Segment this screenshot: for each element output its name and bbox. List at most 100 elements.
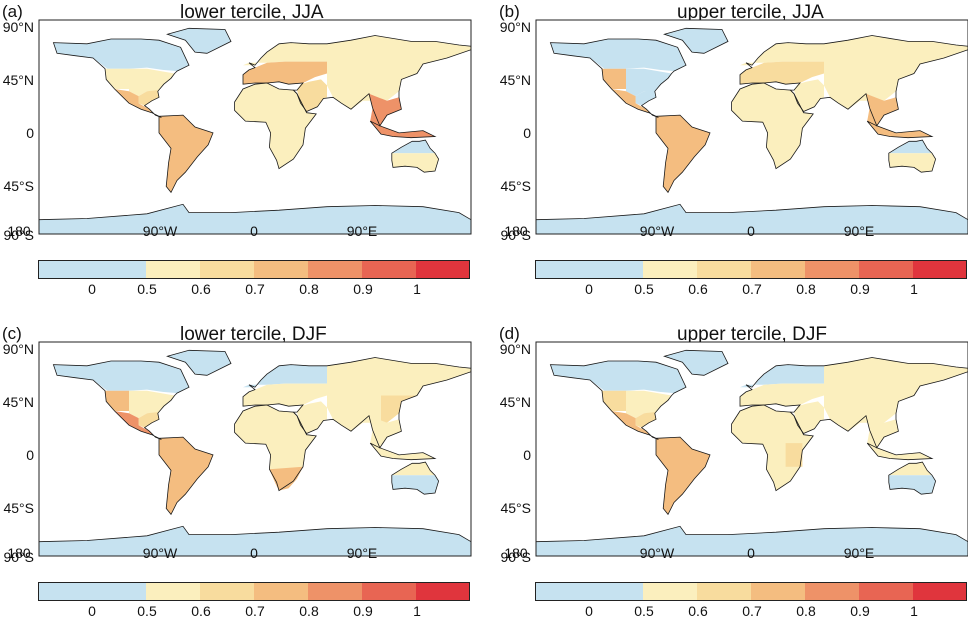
lat-tick-label: 45°N [2, 72, 34, 88]
region-nam_s [138, 412, 159, 428]
region-greenland [664, 350, 728, 376]
region-aus_n [888, 462, 932, 476]
coastline [242, 357, 472, 449]
lon-tick-label: 180 [7, 223, 31, 239]
map-frame [535, 341, 968, 557]
colorbar-bin [416, 260, 470, 279]
region-antarctica [536, 526, 968, 556]
lat-tick-label: 0 [26, 125, 34, 141]
region-asia_n [824, 35, 968, 110]
region-africa_s [269, 466, 303, 491]
lon-tick-label: 90°W [142, 545, 178, 561]
region-nam_w [105, 68, 129, 89]
map-panel: (c) lower tercile, DJF 90°N 45°N 0 45°S 90°S… [0, 322, 484, 633]
region-antarctica [39, 204, 471, 234]
region-aus_n [888, 140, 932, 154]
coastline [52, 360, 190, 440]
colorbar-bin [200, 582, 254, 601]
world-map [38, 341, 472, 557]
colorbar-bin [751, 260, 805, 279]
colorbar-tick-label: 0.6 [688, 603, 708, 619]
region-africa [731, 83, 814, 169]
lon-tick-label: 90°W [639, 545, 675, 561]
region-aus_s [391, 153, 439, 173]
region-seasia [866, 415, 932, 460]
colorbar-bin [751, 582, 805, 601]
colorbar-tick-label: 0.6 [191, 281, 211, 297]
lon-tick-label: 90°W [639, 223, 675, 239]
coastline [535, 525, 968, 557]
region-nam_c [626, 68, 644, 97]
region-eur_s [740, 383, 824, 407]
coastline [234, 82, 317, 170]
colorbar-tick-label: 0.8 [299, 281, 319, 297]
colorbar-bin [697, 260, 751, 279]
lat-tick-label: 0 [26, 447, 34, 463]
lon-tick-label: 180 [504, 545, 528, 561]
region-nam_n [53, 361, 190, 394]
colorbar-tick-label: 0.8 [299, 603, 319, 619]
colorbar-tick-label: 0.9 [353, 281, 373, 297]
map-frame [38, 341, 472, 557]
coastline [655, 436, 711, 516]
coastline [549, 38, 687, 118]
lon-tick-label: 0 [250, 223, 258, 239]
colorbar-tick-label: 0.5 [634, 603, 654, 619]
map-panel: (b) upper tercile, JJA 90°N 45°N 0 45°S 90°S… [497, 0, 968, 311]
coastline [866, 120, 934, 139]
coastline [369, 442, 437, 461]
colorbar-bin [805, 582, 859, 601]
colorbar-bin [38, 582, 146, 601]
region-nam_s [635, 412, 656, 428]
colorbar-frame [38, 260, 470, 279]
colorbar-bin [859, 260, 913, 279]
colorbar-tick-label: 1 [413, 603, 421, 619]
region-cam [611, 89, 659, 118]
panel-title: lower tercile, DJF [180, 324, 327, 345]
region-africa [234, 83, 317, 169]
lat-tick-label: 90°S [500, 227, 531, 243]
lat-tick-label: 90°N [499, 19, 531, 35]
coastline [549, 360, 687, 440]
coastline [888, 461, 937, 495]
region-nam_c [626, 390, 644, 419]
colorbar-tick-label: 0 [585, 603, 593, 619]
lat-tick-label: 45°S [500, 500, 531, 516]
colorbar-tick-label: 0.7 [742, 603, 762, 619]
region-nam_s [138, 90, 159, 106]
lon-tick-label: 180 [7, 545, 31, 561]
colorbar-bin [38, 260, 146, 279]
lon-tick-label: 90°E [346, 223, 378, 239]
region-africa [731, 405, 814, 491]
coastline [866, 442, 934, 461]
coastline [158, 436, 214, 516]
lat-tick-label: 0 [523, 447, 531, 463]
map-panel: (d) upper tercile, DJF 90°N 45°N 0 45°S 90°S… [497, 322, 968, 633]
colorbar-bin [362, 582, 416, 601]
colorbar-bin [535, 582, 643, 601]
region-cam [114, 89, 162, 118]
colorbar-bin [859, 582, 913, 601]
coastline [52, 38, 190, 118]
colorbar-tick-label: 0.9 [850, 603, 870, 619]
lat-tick-label: 45°N [499, 72, 531, 88]
region-nam_e [147, 390, 175, 414]
world-map [535, 341, 968, 557]
region-nam_w [105, 390, 129, 411]
colorbar-tick-label: 1 [413, 281, 421, 297]
region-eur_n [740, 42, 824, 66]
panel-label: (a) [2, 2, 23, 21]
panel-title: upper tercile, DJF [677, 324, 827, 345]
region-greenland [664, 28, 728, 54]
colorbar-bin [254, 260, 308, 279]
colorbar-bin [697, 582, 751, 601]
coastline [739, 35, 968, 127]
colorbar-frame [535, 260, 967, 279]
coastline [158, 114, 214, 194]
colorbar-tick-label: 1 [910, 603, 918, 619]
colorbar-bin [643, 582, 697, 601]
colorbar [38, 582, 470, 601]
region-nam_n [550, 39, 686, 72]
coastline [242, 35, 472, 127]
lat-tick-label: 0 [523, 125, 531, 141]
